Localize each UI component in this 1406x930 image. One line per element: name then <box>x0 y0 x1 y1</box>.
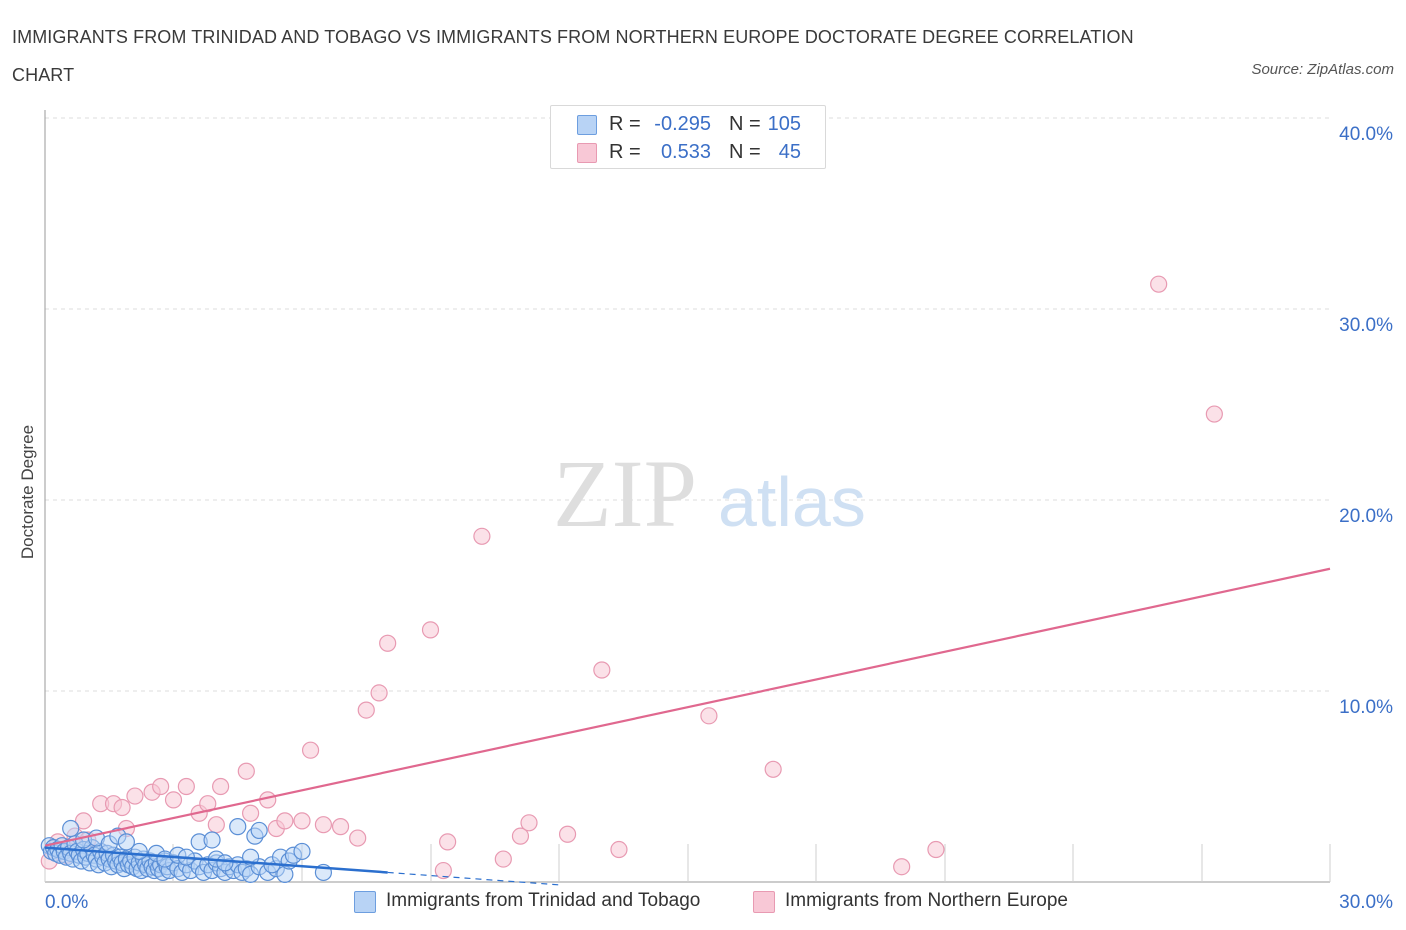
data-point-northern-europe <box>1150 275 1168 293</box>
x-tick-label: 0.0% <box>45 892 88 913</box>
trend-lines <box>44 567 1331 886</box>
y-tick-label: 40.0% <box>1339 124 1393 145</box>
n-value: 105 <box>767 113 801 135</box>
data-point-northern-europe <box>520 814 538 832</box>
data-point-northern-europe <box>558 825 577 843</box>
data-point-trinidad <box>130 842 148 861</box>
watermark-atlas: atlas <box>718 463 866 541</box>
series-trinidad-points <box>40 818 333 883</box>
data-point-northern-europe <box>349 829 367 847</box>
n-label: N = <box>729 113 761 135</box>
x-tick-label: 30.0% <box>1339 892 1393 913</box>
data-point-trinidad <box>62 819 80 838</box>
data-point-trinidad <box>216 854 234 872</box>
trend-line-trinidad <box>44 846 388 874</box>
stats-swatch-blue <box>577 115 597 135</box>
data-point-trinidad <box>293 842 311 861</box>
data-point-northern-europe <box>207 816 225 834</box>
axes <box>44 110 1331 883</box>
trend-line-northern-europe <box>44 567 1331 847</box>
series-northern-europe-points <box>40 275 1223 880</box>
data-point-northern-europe <box>293 812 311 830</box>
data-point-northern-europe <box>126 787 144 805</box>
data-point-trinidad <box>203 831 221 849</box>
n-value: 45 <box>778 141 801 163</box>
y-tick-label: 10.0% <box>1339 697 1393 718</box>
legend-label: Immigrants from Northern Europe <box>785 890 1068 911</box>
data-point-northern-europe <box>473 527 491 545</box>
y-tick-label: 20.0% <box>1339 506 1393 527</box>
data-point-northern-europe <box>764 760 782 778</box>
data-point-northern-europe <box>370 684 388 702</box>
data-point-northern-europe <box>511 827 530 845</box>
data-point-northern-europe <box>242 804 260 822</box>
data-point-northern-europe <box>379 634 397 652</box>
data-point-northern-europe <box>494 850 512 868</box>
tick-labels: 10.0% 20.0% 30.0% 40.0% 0.0% 30.0% <box>45 124 1393 913</box>
r-label: R = <box>609 113 641 135</box>
legend-label: Immigrants from Trinidad and Tobago <box>386 890 701 911</box>
data-point-northern-europe <box>152 777 170 796</box>
data-point-northern-europe <box>357 701 375 719</box>
data-point-northern-europe <box>434 861 452 880</box>
data-point-northern-europe <box>593 661 611 679</box>
watermark-zip: ZIP <box>553 440 697 547</box>
watermark: ZIP atlas <box>553 440 866 547</box>
data-point-northern-europe <box>610 840 628 859</box>
gridlines <box>45 117 1330 692</box>
data-point-northern-europe <box>164 791 183 809</box>
data-point-northern-europe <box>331 818 350 836</box>
legend-swatch-blue <box>354 891 376 913</box>
legend-swatch-pink <box>753 891 775 913</box>
data-point-trinidad <box>250 821 268 840</box>
stats-swatch-pink <box>577 143 597 163</box>
y-tick-label: 30.0% <box>1339 315 1393 336</box>
data-point-northern-europe <box>700 707 718 725</box>
data-point-northern-europe <box>1205 405 1223 423</box>
data-point-trinidad <box>117 833 135 851</box>
r-value: -0.295 <box>654 113 711 135</box>
data-point-northern-europe <box>421 621 440 639</box>
data-point-northern-europe <box>276 812 294 830</box>
data-point-northern-europe <box>314 816 333 834</box>
data-point-northern-europe <box>301 741 320 759</box>
data-point-northern-europe <box>113 798 131 817</box>
trend-line-trinidad-extension <box>387 871 560 886</box>
chart-legend: Immigrants from Trinidad and Tobago Immi… <box>0 886 1406 916</box>
data-point-northern-europe <box>893 858 911 876</box>
correlation-stats-box: R = -0.295 N = 105 R = 0.533 N = 45 <box>550 105 826 169</box>
data-point-trinidad <box>229 818 247 836</box>
data-point-northern-europe <box>237 762 255 780</box>
data-point-northern-europe <box>212 777 230 796</box>
n-label: N = <box>729 141 761 163</box>
source-label: Source: ZipAtlas.com <box>1251 61 1394 78</box>
data-point-northern-europe <box>927 840 945 859</box>
stats-row-northern-europe: R = 0.533 N = 45 <box>551 138 825 166</box>
stats-row-trinidad: R = -0.295 N = 105 <box>551 110 825 138</box>
r-value: 0.533 <box>660 141 711 163</box>
r-label: R = <box>609 141 641 163</box>
data-point-northern-europe <box>74 812 93 830</box>
data-point-northern-europe <box>439 833 457 851</box>
data-point-northern-europe <box>177 777 195 796</box>
chart-title: IMMIGRANTS FROM TRINIDAD AND TOBAGO VS I… <box>12 27 1134 85</box>
